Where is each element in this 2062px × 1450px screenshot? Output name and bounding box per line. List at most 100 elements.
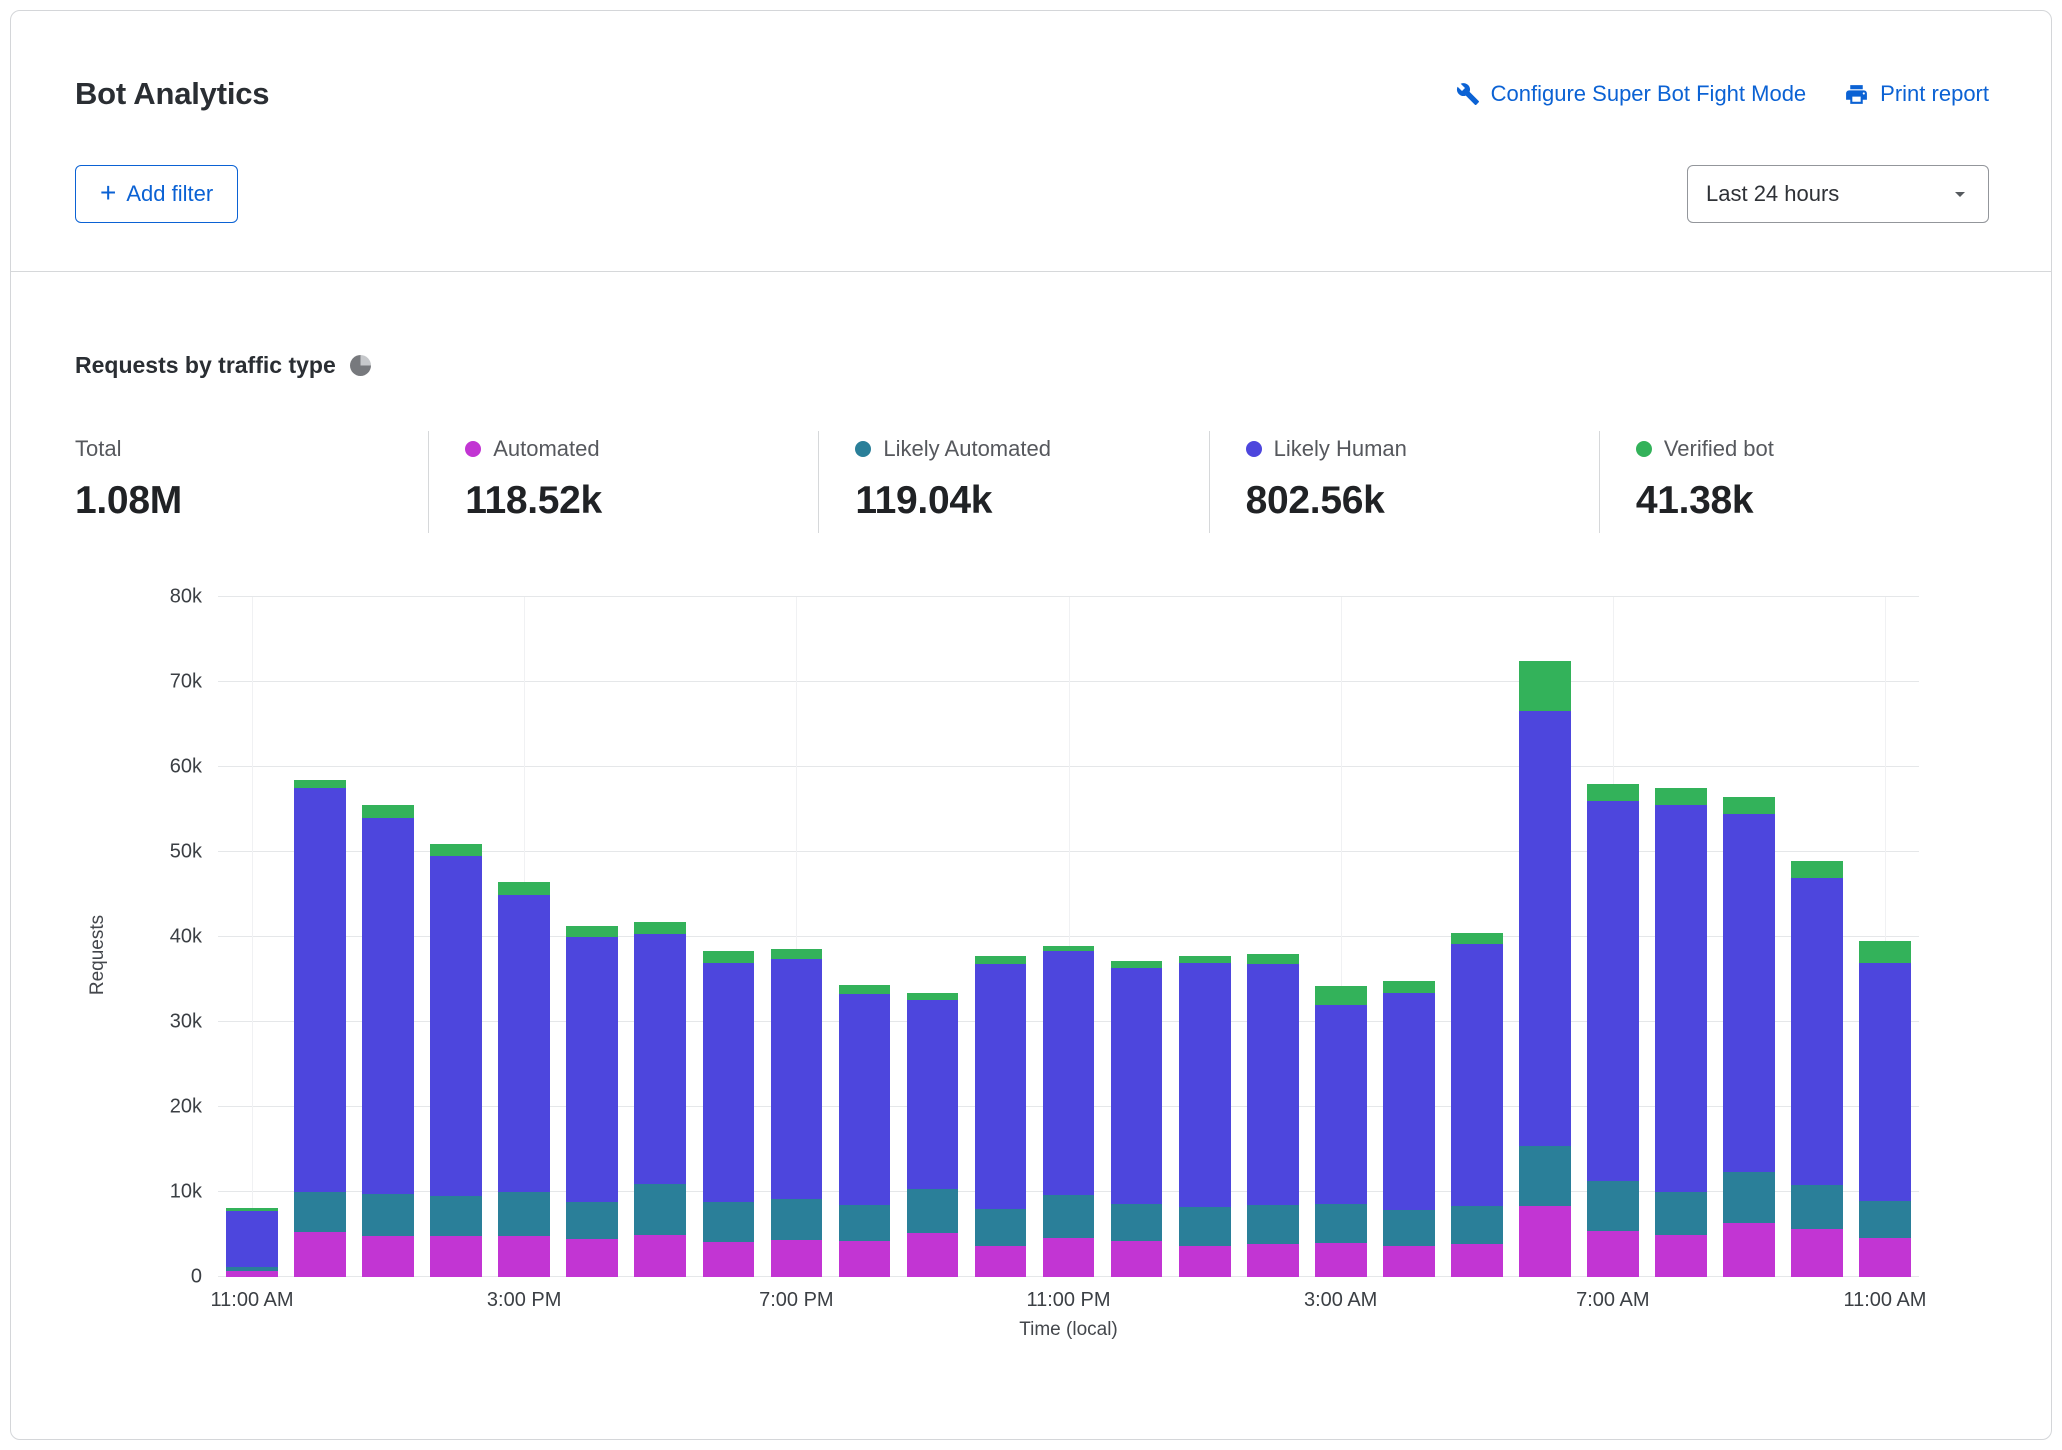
bar-segment-verified-bot bbox=[770, 948, 823, 960]
bot-analytics-card: Bot Analytics Configure Super Bot Fight … bbox=[10, 10, 2052, 1440]
chart-bar[interactable] bbox=[1103, 597, 1171, 1277]
bar-segment-automated bbox=[1178, 1246, 1231, 1277]
bar-segment-automated bbox=[226, 1271, 278, 1277]
legend-dot-automated bbox=[465, 441, 482, 457]
stacked-bar bbox=[1791, 597, 1843, 1277]
bar-segment-verified-bot bbox=[430, 843, 483, 857]
chart-bar[interactable] bbox=[1239, 597, 1307, 1277]
bar-segment-likely-automated bbox=[634, 1184, 687, 1236]
chart-bar[interactable] bbox=[1035, 597, 1103, 1277]
stacked-bar bbox=[1451, 597, 1503, 1277]
chart-bar[interactable] bbox=[286, 597, 354, 1277]
bar-segment-automated bbox=[362, 1236, 414, 1277]
chart-bar[interactable] bbox=[830, 597, 898, 1277]
chart-bar[interactable] bbox=[558, 597, 626, 1277]
stat-verified-bot[interactable]: Verified bot 41.38k bbox=[1598, 431, 1989, 533]
chart-bar[interactable] bbox=[967, 597, 1035, 1277]
chart-bar[interactable] bbox=[1715, 597, 1783, 1277]
bar-segment-likely-human bbox=[1451, 943, 1503, 1207]
print-report-link[interactable]: Print report bbox=[1844, 81, 1989, 107]
chart-bar[interactable] bbox=[762, 597, 830, 1277]
page-title: Bot Analytics bbox=[75, 76, 270, 111]
y-axis-label: Requests bbox=[87, 914, 109, 996]
chart-bar[interactable] bbox=[1647, 597, 1715, 1277]
bar-segment-likely-human bbox=[702, 962, 755, 1203]
stacked-bar bbox=[362, 597, 414, 1277]
stat-likely-automated[interactable]: Likely Automated 119.04k bbox=[818, 431, 1208, 533]
bar-segment-likely-human bbox=[226, 1210, 278, 1267]
bar-segment-likely-automated bbox=[838, 1204, 891, 1242]
y-tick-label: 50k bbox=[169, 840, 202, 863]
stat-likely-human[interactable]: Likely Human 802.56k bbox=[1208, 431, 1599, 533]
bar-segment-likely-automated bbox=[1246, 1204, 1299, 1244]
v-gridline bbox=[796, 597, 798, 1277]
stat-label-total: Total bbox=[75, 436, 122, 461]
v-gridline bbox=[1068, 597, 1070, 1277]
configure-super-bot-fight-mode-link[interactable]: Configure Super Bot Fight Mode bbox=[1456, 81, 1806, 107]
v-gridline bbox=[1884, 597, 1886, 1277]
bar-segment-likely-automated bbox=[1587, 1180, 1639, 1232]
bar-segment-likely-automated bbox=[362, 1193, 414, 1237]
stat-value-total: 1.08M bbox=[75, 479, 182, 522]
bar-segment-likely-automated bbox=[430, 1196, 483, 1237]
add-filter-button[interactable]: + Add filter bbox=[75, 165, 239, 223]
x-tick-label: 11:00 AM bbox=[210, 1289, 294, 1311]
bar-segment-automated bbox=[838, 1241, 891, 1277]
bar-segment-likely-human bbox=[1723, 813, 1775, 1173]
legend-dot-verified-bot bbox=[1635, 441, 1652, 457]
card-header: Bot Analytics Configure Super Bot Fight … bbox=[11, 11, 2051, 223]
chart-bar[interactable] bbox=[1579, 597, 1647, 1277]
header-divider bbox=[11, 271, 2051, 272]
chart-bar[interactable] bbox=[1375, 597, 1443, 1277]
chart-bar[interactable] bbox=[626, 597, 694, 1277]
stacked-bar bbox=[498, 597, 551, 1277]
bar-segment-likely-human bbox=[294, 788, 346, 1193]
bar-segment-automated bbox=[1791, 1229, 1843, 1277]
bar-segment-automated bbox=[634, 1235, 687, 1277]
stacked-bar bbox=[1859, 597, 1911, 1277]
chart-bar[interactable] bbox=[694, 597, 762, 1277]
print-link-label: Print report bbox=[1880, 81, 1989, 106]
bar-segment-verified-bot bbox=[634, 921, 687, 935]
chart-bar[interactable] bbox=[354, 597, 422, 1277]
bar-segment-automated bbox=[1314, 1243, 1367, 1277]
chart-bar[interactable] bbox=[898, 597, 966, 1277]
chart-bar[interactable] bbox=[1171, 597, 1239, 1277]
chart-bar[interactable] bbox=[1851, 597, 1919, 1277]
chart-bar[interactable] bbox=[1307, 597, 1375, 1277]
stat-automated[interactable]: Automated 118.52k bbox=[428, 431, 818, 533]
y-tick-label: 20k bbox=[169, 1095, 202, 1118]
bar-segment-verified-bot bbox=[1655, 788, 1707, 806]
x-tick-label: 3:00 AM bbox=[1303, 1289, 1378, 1311]
bar-segment-likely-automated bbox=[1723, 1172, 1775, 1223]
h-gridline bbox=[218, 596, 1919, 597]
time-range-select[interactable]: Last 24 hours bbox=[1687, 165, 1989, 223]
chart-bar[interactable] bbox=[490, 597, 558, 1277]
bar-segment-likely-human bbox=[1791, 877, 1843, 1186]
y-tick-label: 30k bbox=[169, 1010, 202, 1033]
bar-segment-verified-bot bbox=[362, 805, 414, 819]
chart-bar[interactable] bbox=[218, 597, 286, 1277]
chart-bar[interactable] bbox=[1443, 597, 1511, 1277]
chart-bar[interactable] bbox=[1511, 597, 1579, 1277]
stat-value-verified-bot: 41.38k bbox=[1635, 479, 1754, 522]
bar-segment-automated bbox=[1382, 1245, 1435, 1277]
y-tick-label: 10k bbox=[169, 1180, 202, 1203]
bar-segment-automated bbox=[1587, 1231, 1639, 1277]
stat-value-likely-automated: 119.04k bbox=[855, 479, 993, 522]
x-axis-label: Time (local) bbox=[1019, 1319, 1118, 1340]
bar-segment-likely-human bbox=[1382, 993, 1435, 1210]
plot-area: 0 10k 20k 30k 40k 50k 60k 70k 80k bbox=[170, 586, 1919, 1288]
x-tick-label: 11:00 AM bbox=[1843, 1289, 1927, 1311]
bar-segment-likely-human bbox=[838, 993, 891, 1205]
bar-segment-likely-human bbox=[498, 894, 551, 1193]
chart-bar[interactable] bbox=[422, 597, 490, 1277]
bar-segment-verified-bot bbox=[1314, 986, 1367, 1006]
bar-segment-automated bbox=[1655, 1234, 1707, 1277]
bar-segment-likely-automated bbox=[1519, 1146, 1571, 1206]
bar-segment-likely-human bbox=[634, 934, 687, 1185]
chart-bar[interactable] bbox=[1783, 597, 1851, 1277]
bar-segment-verified-bot bbox=[1178, 955, 1231, 963]
traffic-section: Requests by traffic type Total 1.08M Aut… bbox=[11, 352, 2051, 1341]
chevron-down-icon bbox=[1955, 192, 1965, 197]
